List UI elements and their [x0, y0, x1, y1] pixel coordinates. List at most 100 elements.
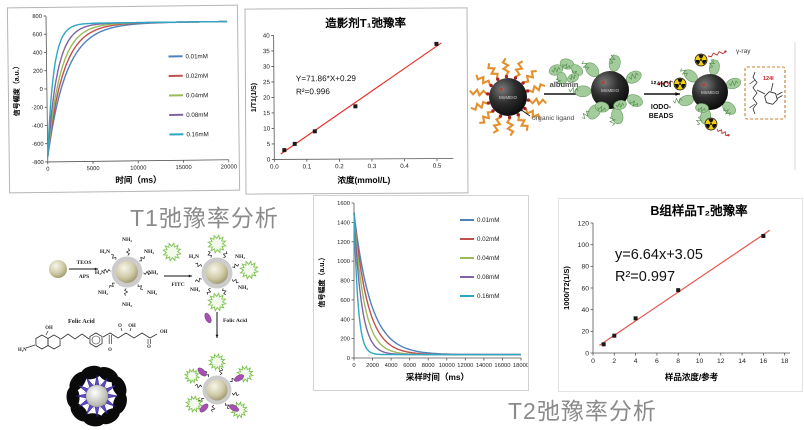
path-shape [143, 270, 151, 276]
path-shape [89, 332, 103, 348]
path-shape [708, 118, 714, 123]
data-point [676, 288, 681, 293]
path-shape [479, 110, 493, 124]
o-atom-label: O [108, 348, 112, 353]
text-shape: 4 [634, 358, 638, 365]
path-shape [628, 72, 639, 80]
path-shape [581, 110, 590, 119]
folate-molecule-icon [197, 367, 207, 377]
path-shape [597, 105, 606, 113]
fitc-molecule-icon [185, 395, 203, 413]
folate-molecule-icon [204, 312, 212, 324]
text-shape: 0.3 [368, 163, 377, 170]
text-shape: -600 [32, 142, 44, 148]
path-shape [752, 71, 758, 115]
path-shape [723, 107, 731, 116]
fit-r-squared: R²=0.996 [296, 87, 330, 96]
text-shape: 10000 [439, 363, 455, 369]
text-shape: 1600 [337, 201, 350, 207]
text-shape: 12000 [457, 363, 473, 369]
circle-shape [657, 83, 661, 86]
path-shape [527, 83, 546, 94]
axes [271, 35, 454, 162]
text-shape: 0.5 [433, 163, 442, 170]
path-shape [680, 68, 688, 77]
path-shape [207, 250, 212, 258]
t2-relaxivity-fit-panel: 0 20 40 60 80 100 120 0 2 4 6 8 10 12 14 16 18 样品浓度/参考 100… [558, 198, 803, 392]
data-point [633, 316, 638, 321]
circle-shape [486, 101, 491, 105]
organic-ligand-label: organic ligand [532, 115, 575, 122]
path-shape [222, 288, 227, 296]
path-shape [551, 66, 561, 73]
path-shape [525, 108, 541, 120]
nh2-label: NH₂ [147, 290, 157, 296]
y-axis-title: 1000/T2(1/S) [562, 266, 571, 310]
text-shape: 400 [340, 317, 350, 323]
text-shape: 6000 [403, 363, 416, 369]
path-shape [517, 115, 529, 131]
circle-shape [496, 77, 500, 81]
line-shape [770, 82, 774, 92]
line-shape [756, 89, 766, 95]
data-point [434, 41, 439, 46]
albumin-label: albumin [550, 80, 579, 89]
path-shape [562, 63, 571, 70]
polygon-shape [520, 109, 523, 112]
legend-label: 0.02mM [186, 73, 208, 80]
fit-line [599, 229, 771, 346]
text-shape: 10 [263, 126, 270, 133]
path-shape [210, 404, 216, 413]
t1-relaxivity-fit-chart: 0 5 10 15 20 25 30 35 40 0.0 0.1 0.2 0.3 0.4 0.5 浓度(mmo… [251, 16, 454, 185]
line-shape [776, 91, 783, 96]
text-shape: 10000 [130, 166, 146, 172]
path-shape [708, 59, 716, 68]
text-shape: 800 [32, 14, 42, 20]
line-shape [749, 79, 756, 85]
text-shape: 2 [612, 358, 616, 365]
text-shape: 5000 [87, 166, 100, 172]
x-axis-title: 浓度(mmol/L) [337, 175, 390, 185]
path-shape [492, 116, 502, 134]
scheme-decoration [469, 42, 796, 170]
circle-shape [525, 89, 530, 93]
text-shape: 6 [655, 358, 659, 365]
text-shape: 0.2 [335, 163, 344, 170]
oh-atom-label: OH [160, 330, 168, 335]
path-shape [615, 102, 625, 109]
text-shape: 800 [340, 279, 350, 285]
legend-label: 0.16mM [186, 131, 208, 138]
ellipse-shape [83, 413, 105, 427]
polygon-shape [675, 92, 680, 96]
circle-shape [486, 92, 490, 96]
legend-label: 0.04mM [477, 255, 499, 262]
fitc-molecule-icon [162, 242, 182, 262]
path-shape [701, 60, 707, 65]
circle-shape [526, 98, 530, 102]
text-shape: 18000 [513, 363, 528, 369]
path-shape [224, 402, 230, 410]
silica-sphere [206, 262, 228, 284]
circle-shape [516, 113, 520, 117]
series-0.02mM [353, 212, 521, 356]
text-shape: 18 [781, 358, 789, 365]
fit-equation: y=6.64x+3.05 [615, 247, 703, 263]
oh-atom-label: OH [128, 324, 136, 329]
nanoparticle-sphere [692, 74, 728, 110]
line-shape [274, 158, 454, 160]
text-shape: 60 [581, 285, 589, 292]
path-shape [523, 70, 537, 84]
path-shape [195, 262, 203, 268]
scheme-decoration [25, 234, 259, 427]
legend: 0.01mM 0.02mM 0.04mM 0.08mM 0.16mM [460, 217, 499, 300]
aps-label: APS [79, 274, 90, 280]
iodo-beads-label: BEADS [649, 113, 674, 120]
text-shape: -800 [32, 160, 44, 166]
x-axis-title: 采样时间（ms） [405, 372, 469, 382]
circle-shape [700, 59, 702, 61]
path-shape [218, 367, 224, 376]
line-shape [776, 95, 783, 99]
legend-label: 0.04mM [186, 92, 208, 99]
circle-shape [727, 134, 730, 137]
